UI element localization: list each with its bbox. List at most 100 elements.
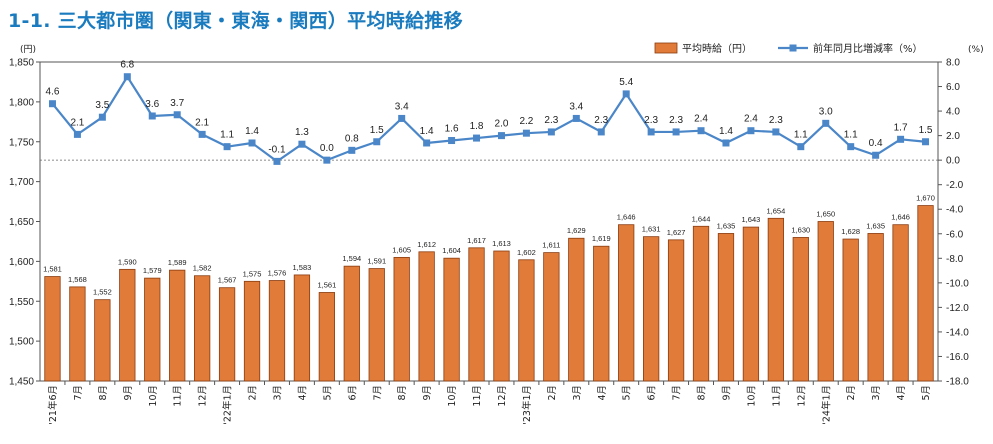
x-tick-label: 11月	[472, 385, 483, 407]
line-value-label: 2.0	[495, 119, 509, 130]
line-value-label: 0.0	[320, 143, 334, 154]
y-right-tick-label: -14.0	[946, 327, 969, 338]
bar-value-label: 1,583	[293, 263, 312, 272]
y-right-tick-label: -4.0	[946, 205, 964, 216]
line-marker	[198, 130, 206, 138]
bar-value-label: 1,552	[93, 288, 112, 297]
line-value-label: 2.2	[519, 116, 533, 127]
bar-value-label: 1,646	[891, 213, 910, 222]
line-marker	[672, 128, 680, 136]
bar-value-label: 1,631	[642, 225, 661, 234]
bar-value-label: 1,650	[816, 210, 835, 219]
y-right-tick-label: 6.0	[946, 82, 960, 93]
legend-line-label: 前年同月比増減率（%）	[813, 42, 923, 55]
line-value-label: 1.4	[420, 126, 434, 137]
bar-value-label: 1,602	[517, 248, 536, 257]
bar	[618, 224, 635, 382]
bar	[169, 269, 186, 382]
x-tick-label: 5月	[622, 385, 633, 401]
y-right-tick-label: -16.0	[946, 352, 969, 363]
bar	[293, 274, 311, 382]
line-marker	[423, 139, 431, 147]
line-marker	[897, 135, 905, 143]
bar	[144, 277, 161, 382]
y-left-tick-label: 1,700	[9, 177, 34, 188]
line-path	[51, 75, 926, 163]
line-value-label: 3.5	[95, 100, 109, 111]
line-marker	[797, 143, 805, 151]
x-tick-label: 4月	[896, 385, 907, 401]
x-tick-label: 7月	[672, 385, 683, 401]
line-marker	[547, 128, 555, 136]
bar	[692, 225, 710, 382]
line-marker	[173, 111, 181, 119]
bar	[767, 217, 784, 382]
line-marker	[73, 130, 81, 138]
bar	[792, 237, 809, 382]
bar	[518, 259, 535, 382]
line-value-label: 2.1	[70, 117, 84, 128]
line-value-label: -0.1	[268, 144, 286, 155]
bar	[593, 245, 610, 382]
bar	[643, 236, 660, 382]
bar-series	[44, 205, 934, 382]
line-marker	[772, 128, 780, 136]
y-left-tick-label: 1,500	[9, 337, 34, 348]
bar	[343, 265, 360, 382]
line-value-label: 2.3	[644, 115, 658, 126]
x-tick-label: 2月	[547, 385, 558, 401]
x-tick-label: '21年6月	[47, 385, 59, 425]
bar-value-label: 1,612	[417, 240, 436, 249]
line-value-label: 2.3	[594, 115, 608, 126]
x-tick-label: 3月	[572, 385, 583, 401]
line-marker	[473, 134, 481, 142]
line-value-label: 2.3	[769, 115, 783, 126]
chart-title: 1-1. 三大都市圏（関東・東海・関西）平均時給推移	[8, 10, 463, 32]
data-labels: 1,581 1,568 1,552 1,590 1,579 1,589 1,582 1,567…	[43, 60, 935, 297]
line-marker	[597, 128, 605, 136]
line-marker	[872, 151, 880, 159]
bar	[243, 280, 261, 382]
y-right-tick-label: 2.0	[946, 131, 960, 142]
y-right-tick-label: -6.0	[946, 229, 964, 240]
x-tick-label: 6月	[347, 385, 358, 401]
bar-value-label: 1,561	[317, 280, 336, 289]
line-value-label: 2.4	[694, 114, 708, 125]
x-tick-label: 9月	[422, 385, 433, 401]
line-value-label: 1.7	[894, 122, 908, 133]
line-marker	[273, 157, 281, 165]
bar-value-label: 1,643	[742, 215, 761, 224]
bar-value-label: 1,604	[442, 246, 461, 255]
line-value-label: 1.1	[220, 130, 234, 141]
bar	[94, 299, 111, 382]
bar-value-label: 1,635	[866, 221, 885, 230]
bar-value-label: 1,590	[118, 257, 137, 266]
line-marker	[847, 143, 855, 151]
line-marker	[373, 138, 381, 146]
bar	[742, 226, 760, 382]
line-value-label: 1.8	[470, 121, 484, 132]
x-tick-label: 7月	[372, 385, 383, 401]
bar	[44, 276, 61, 382]
bar-value-label: 1,611	[542, 241, 560, 250]
legend-bar-swatch	[654, 42, 678, 54]
x-tick-label: 12月	[198, 385, 209, 407]
x-tick-label: '23年1月	[521, 385, 533, 425]
y-left-unit: (円)	[20, 44, 36, 55]
line-value-label: 5.4	[619, 77, 633, 88]
y-right-tick-label: -12.0	[946, 303, 969, 314]
y-right-tick-label: 4.0	[946, 107, 960, 118]
line-value-label: 3.7	[170, 98, 184, 109]
line-marker	[697, 127, 705, 135]
y-right-tick-label: 8.0	[946, 58, 960, 69]
bar-value-label: 1,619	[592, 234, 611, 243]
bar-value-label: 1,646	[617, 213, 636, 222]
line-value-label: 1.6	[445, 124, 459, 135]
line-series	[48, 73, 930, 165]
line-value-label: 2.3	[544, 115, 558, 126]
x-tick-label: 12月	[796, 385, 807, 407]
y-left-tick-label: 1,600	[9, 257, 34, 268]
x-tick-label: 9月	[721, 385, 732, 401]
bar	[568, 237, 585, 382]
